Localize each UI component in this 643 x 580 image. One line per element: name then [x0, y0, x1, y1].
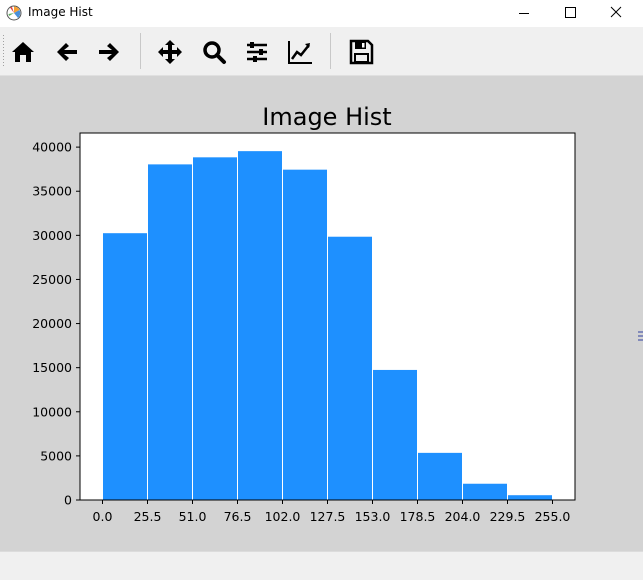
- window-edge-mark: [638, 331, 643, 341]
- x-tick-label: 255.0: [535, 509, 571, 524]
- maximize-button[interactable]: [547, 0, 593, 27]
- move-icon[interactable]: [155, 37, 185, 67]
- x-tick-label: 0.0: [93, 509, 113, 524]
- home-icon[interactable]: [8, 37, 38, 67]
- y-tick-label: 0: [64, 493, 72, 508]
- floppy-disk-icon[interactable]: [346, 37, 376, 67]
- histogram-chart: Image Hist 0 5000 10000 15000 20000 25000 3000…: [32, 103, 576, 524]
- sliders-icon[interactable]: [242, 37, 272, 67]
- toolbar-separator: [330, 33, 331, 69]
- y-axis: 0 5000 10000 15000 20000 25000 30000 35000 40000: [32, 140, 80, 508]
- chart-title: Image Hist: [262, 103, 391, 131]
- toolbar-separator: [140, 33, 141, 69]
- arrow-right-icon[interactable]: [94, 37, 124, 67]
- close-button[interactable]: [593, 0, 639, 27]
- window-title: Image Hist: [28, 5, 93, 19]
- y-tick-label: 25000: [32, 272, 72, 287]
- x-tick-label: 51.0: [179, 509, 207, 524]
- y-tick-label: 30000: [32, 228, 72, 243]
- histogram-bar: [507, 494, 553, 501]
- x-tick-label: 153.0: [355, 509, 391, 524]
- status-bar: [0, 551, 643, 580]
- histogram-bar: [147, 163, 193, 501]
- bar-group: [102, 150, 553, 501]
- figure-canvas[interactable]: Image Hist 0 5000 10000 15000 20000 25000 3000…: [0, 76, 643, 550]
- window-titlebar: Image Hist: [0, 0, 643, 27]
- arrow-left-icon[interactable]: [52, 37, 82, 67]
- histogram-bar: [417, 451, 463, 501]
- line-chart-icon[interactable]: [285, 37, 315, 67]
- axes-frame: [79, 132, 576, 501]
- x-tick-label: 102.0: [265, 509, 301, 524]
- x-tick-label: 204.0: [445, 509, 481, 524]
- histogram-bar: [327, 235, 373, 501]
- minimize-button[interactable]: [501, 0, 547, 27]
- matplotlib-logo-icon: [6, 5, 22, 21]
- y-tick-label: 15000: [32, 360, 72, 375]
- x-tick-label: 25.5: [134, 509, 162, 524]
- histogram-bar: [462, 482, 508, 501]
- navigation-toolbar: [0, 27, 643, 76]
- y-tick-label: 10000: [32, 404, 72, 419]
- x-tick-label: 178.5: [400, 509, 436, 524]
- histogram-bar: [237, 150, 283, 501]
- histogram-bar: [102, 232, 148, 501]
- magnifier-icon[interactable]: [199, 37, 229, 67]
- histogram-bar: [282, 168, 328, 501]
- toolbar-grip[interactable]: [2, 35, 5, 67]
- x-tick-label: 229.5: [490, 509, 526, 524]
- y-tick-label: 20000: [32, 316, 72, 331]
- x-axis: 0.0 25.5 51.0 76.5 102.0 127.5 153.0 178.5 204.0…: [93, 500, 571, 524]
- histogram-bar: [372, 368, 418, 501]
- y-tick-label: 5000: [40, 448, 72, 463]
- y-tick-label: 35000: [32, 184, 72, 199]
- x-tick-label: 76.5: [224, 509, 252, 524]
- histogram-bar: [192, 156, 238, 501]
- y-tick-label: 40000: [32, 140, 72, 155]
- x-tick-label: 127.5: [310, 509, 346, 524]
